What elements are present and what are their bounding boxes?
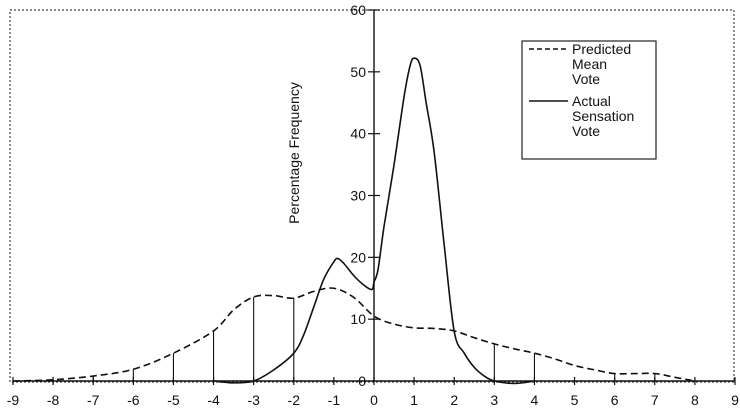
x-tick-label: 9 [731, 392, 739, 408]
x-tick-label: 0 [370, 392, 378, 408]
x-tick-label: -2 [288, 392, 301, 408]
x-tick-label: -9 [7, 392, 20, 408]
x-tick-label: -7 [87, 392, 100, 408]
y-tick-label: 60 [350, 2, 366, 18]
x-tick-label: -5 [167, 392, 180, 408]
legend-label: Mean [572, 56, 607, 72]
y-tick-label: 10 [350, 311, 366, 327]
legend-label: Actual [572, 93, 611, 109]
x-tick-label: 2 [450, 392, 458, 408]
y-tick-label: 30 [350, 188, 366, 204]
predicted-mean-vote-line [12, 287, 696, 382]
x-tick-label: 5 [571, 392, 579, 408]
x-tick-label: -6 [127, 392, 140, 408]
actual-sensation-vote-line [213, 57, 535, 385]
y-tick-label: 0 [358, 373, 366, 389]
x-tick-label: 1 [410, 392, 418, 408]
legend-label: Predicted [572, 41, 631, 57]
drop-lines [52, 296, 656, 381]
series-layer [12, 57, 696, 385]
legend-box [521, 40, 657, 160]
y-axis-title: Percentage Frequency [286, 82, 302, 224]
y-tick-label: 20 [350, 249, 366, 265]
x-tick-label: -3 [247, 392, 260, 408]
x-tick-label: 6 [611, 392, 619, 408]
y-axis-label: Percentage Frequency [286, 82, 302, 224]
legend-label: Vote [572, 71, 600, 87]
x-tick-label: -4 [207, 392, 220, 408]
x-tick-label: -1 [328, 392, 341, 408]
x-tick-label: 4 [531, 392, 539, 408]
legend-label: Vote [572, 123, 600, 139]
legend-label: Sensation [572, 108, 634, 124]
y-tick-label: 40 [350, 126, 366, 142]
x-tick-label: 7 [651, 392, 659, 408]
x-tick-label: -8 [47, 392, 60, 408]
x-tick-label: 3 [490, 392, 498, 408]
y-tick-label: 50 [350, 64, 366, 80]
x-tick-label: 8 [691, 392, 699, 408]
